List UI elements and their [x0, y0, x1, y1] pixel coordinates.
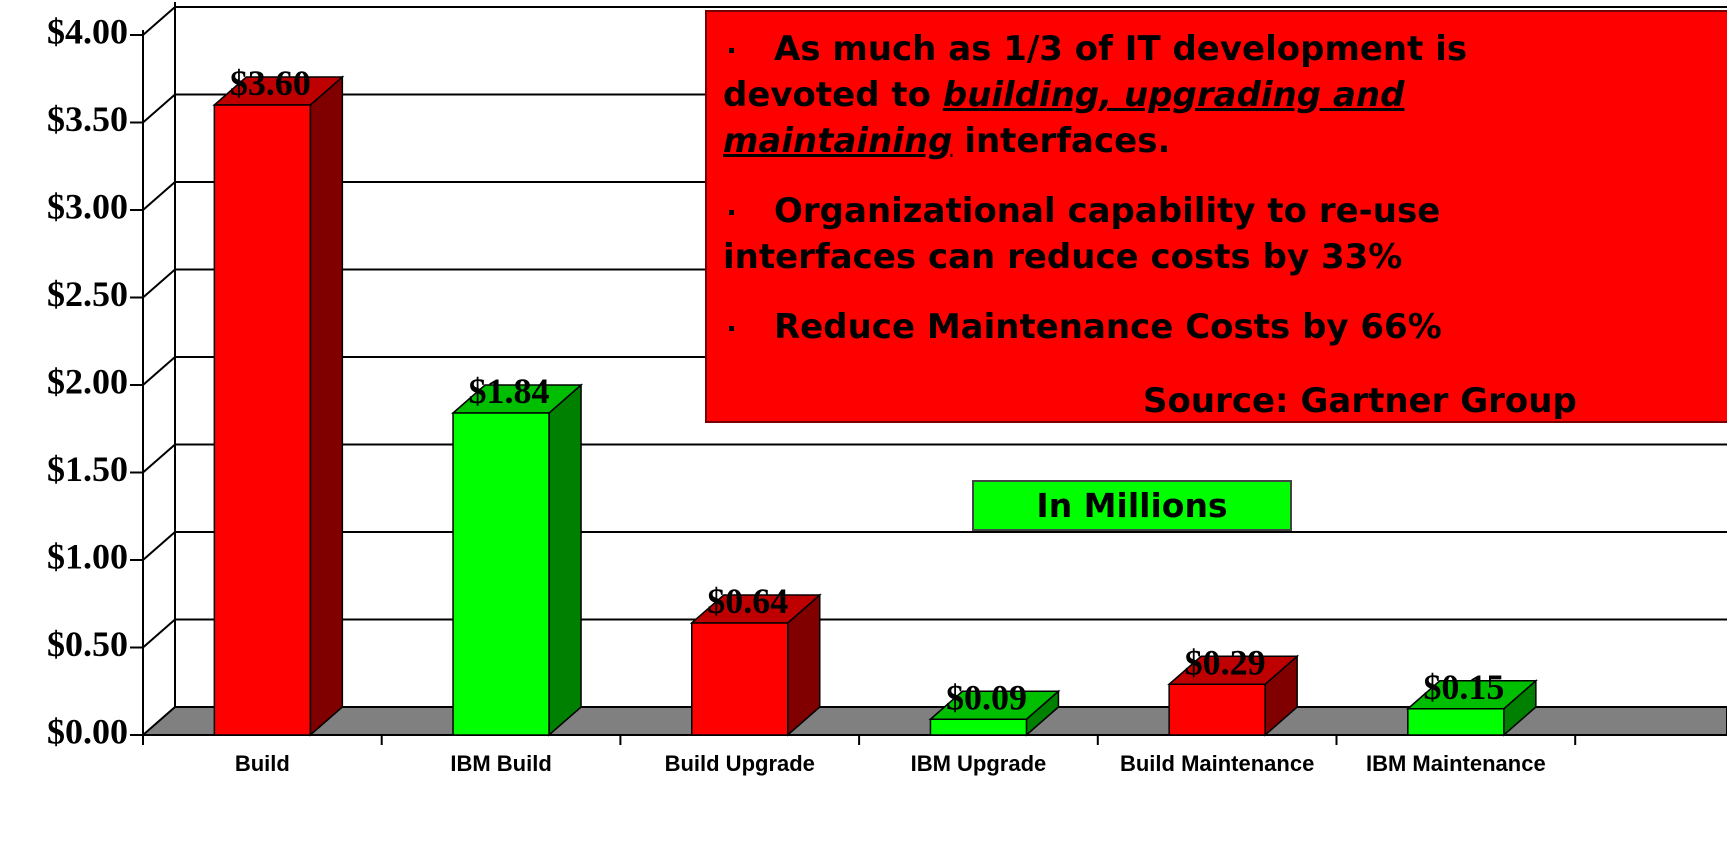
y-tick-label: $4.00 [47, 11, 128, 51]
grid-line [142, 443, 176, 474]
text: Reduce Maintenance Costs by 66% [774, 307, 1442, 347]
grid-line [142, 268, 176, 299]
grid-line [142, 181, 176, 211]
y-tick-label: $3.50 [47, 99, 128, 139]
text: interfaces. [952, 121, 1171, 161]
bullet: Reduce Maintenance Costs by 66% [723, 304, 1723, 350]
x-tick-label: Build Upgrade [665, 751, 815, 776]
y-tick-label: $3.00 [47, 186, 128, 226]
x-tick-label: Build [235, 751, 290, 776]
bar-side [548, 383, 582, 737]
bar [691, 622, 789, 736]
value-label: $0.29 [1185, 642, 1266, 682]
grid-line [142, 618, 176, 649]
unit-note: In Millions [972, 480, 1292, 531]
bar-side [309, 75, 344, 737]
source: Source: Gartner Group [1143, 381, 1577, 421]
y-tick-label: $2.00 [47, 361, 128, 401]
bar [452, 412, 550, 736]
x-tick-label: IBM Build [450, 751, 551, 776]
grid-line [142, 531, 176, 561]
x-tick-label: IBM Upgrade [911, 751, 1047, 776]
y-tick-label: $1.50 [47, 449, 128, 489]
grid-line [142, 356, 176, 386]
value-label: $1.84 [469, 371, 550, 411]
text: building, upgrading and maintaining [723, 75, 1405, 161]
y-tick-label: $2.50 [47, 274, 128, 314]
bullet: As much as 1/3 of IT development is devo… [723, 26, 1483, 164]
bar [1407, 708, 1505, 736]
x-tick-label: Build Maintenance [1120, 751, 1314, 776]
value-label: $0.15 [1423, 667, 1504, 707]
text: As much as 1/3 of IT development is devo… [723, 29, 1468, 115]
x-tick-label: IBM Maintenance [1366, 751, 1546, 776]
bar [929, 718, 1028, 736]
y-tick-label: $0.50 [47, 624, 128, 664]
bar [1168, 683, 1266, 736]
y-tick-label: $0.00 [47, 711, 128, 751]
y-tick-label: $1.00 [47, 536, 128, 576]
text: Organizational capability to re-use inte… [723, 191, 1441, 277]
grid-line [142, 6, 176, 36]
bullet: Organizational capability to re-use inte… [723, 188, 1483, 280]
value-label: $3.60 [230, 63, 311, 103]
grid-line [142, 93, 176, 124]
value-label: $0.64 [707, 581, 788, 621]
value-label: $0.09 [946, 677, 1027, 717]
annotation-box: As much as 1/3 of IT development is devo… [705, 10, 1727, 423]
bar [213, 104, 312, 736]
